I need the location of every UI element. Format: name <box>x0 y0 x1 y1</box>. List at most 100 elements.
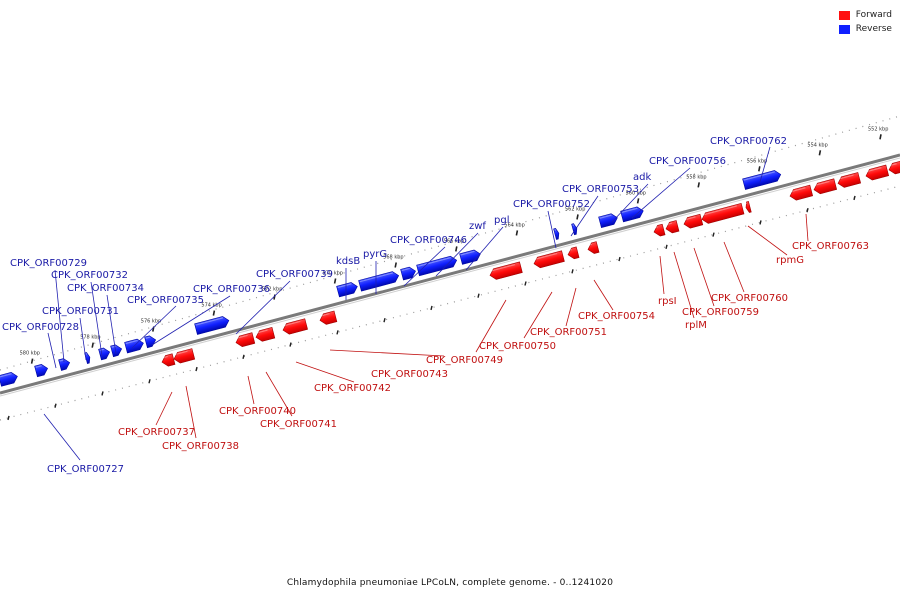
lower-tick <box>101 391 104 396</box>
forward-gene-arrow[interactable] <box>745 201 752 213</box>
gene-label[interactable]: CPK_ORF00752 <box>513 199 590 210</box>
gene-label[interactable]: pgl <box>494 215 509 226</box>
gene-label[interactable]: CPK_ORF00741 <box>260 419 337 430</box>
label-leader-line <box>465 226 504 271</box>
gene-label[interactable]: CPK_ORF00732 <box>51 270 128 281</box>
reverse-gene-arrow[interactable] <box>110 344 123 358</box>
forward-gene-arrow[interactable] <box>533 250 565 269</box>
forward-gene-arrow[interactable] <box>567 246 580 260</box>
reverse-gene-arrow[interactable] <box>84 352 92 364</box>
gene-label[interactable]: CPK_ORF00763 <box>792 241 869 252</box>
gene-label[interactable]: CPK_ORF00739 <box>256 269 333 280</box>
gene-label[interactable]: CPK_ORF00728 <box>2 322 79 333</box>
reverse-gene-arrow[interactable] <box>336 281 359 298</box>
gene-label[interactable]: CPK_ORF00753 <box>562 184 639 195</box>
label-leader-line <box>47 332 57 369</box>
gene-label[interactable]: CPK_ORF00738 <box>162 441 239 452</box>
label-leader-line <box>611 183 649 223</box>
reverse-gene-arrow[interactable] <box>34 363 49 378</box>
reverse-gene-arrow[interactable] <box>0 371 19 387</box>
label-leader-line <box>631 167 691 219</box>
forward-gene-arrow[interactable] <box>813 178 838 195</box>
gene-label[interactable]: CPK_ORF00760 <box>711 293 788 304</box>
gene-label[interactable]: CPK_ORF00734 <box>67 283 144 294</box>
gene-label[interactable]: CPK_ORF00756 <box>649 156 726 167</box>
scale-tick <box>636 198 640 204</box>
gene-label[interactable]: CPK_ORF00759 <box>682 307 759 318</box>
gene-label[interactable]: rpsI <box>658 296 677 307</box>
forward-gene-arrow[interactable] <box>665 220 680 234</box>
lower-tick <box>477 293 480 298</box>
reverse-gene-arrow[interactable] <box>98 347 111 361</box>
gene-label[interactable]: CPK_ORF00749 <box>426 355 503 366</box>
gene-label[interactable]: CPK_ORF00743 <box>371 369 448 380</box>
forward-gene-arrow[interactable] <box>319 310 338 326</box>
lower-tick <box>336 330 339 335</box>
forward-gene-arrow[interactable] <box>653 223 666 237</box>
gene-label[interactable]: CPK_ORF00735 <box>127 295 204 306</box>
reverse-gene-arrow[interactable] <box>598 212 619 229</box>
gene-label[interactable]: CPK_ORF00731 <box>42 306 119 317</box>
forward-gene-arrow[interactable] <box>489 261 523 281</box>
reverse-gene-arrow[interactable] <box>553 228 561 240</box>
label-leader-line <box>570 195 599 237</box>
scale-tick-label: 558 kbp <box>686 174 706 180</box>
forward-gene-arrow[interactable] <box>701 202 745 224</box>
reverse-gene-arrow[interactable] <box>620 206 645 223</box>
gene-label[interactable]: CPK_ORF00736 <box>193 284 270 295</box>
gene-label[interactable]: CPK_ORF00754 <box>578 311 655 322</box>
reverse-gene-arrow[interactable] <box>400 266 417 281</box>
gene-label[interactable]: CPK_ORF00746 <box>390 235 467 246</box>
forward-gene-arrow[interactable] <box>173 348 196 365</box>
reverse-gene-arrow[interactable] <box>144 335 157 349</box>
lower-tick <box>195 366 198 372</box>
gene-label[interactable]: CPK_ORF00727 <box>47 464 124 475</box>
gene-label[interactable]: CPK_ORF00762 <box>710 136 787 147</box>
gene-label[interactable]: pyrG <box>363 249 387 260</box>
reverse-gene-arrow[interactable] <box>416 255 458 277</box>
gene-label[interactable]: zwf <box>469 221 486 232</box>
reverse-gene-arrow[interactable] <box>58 357 71 371</box>
gene-label[interactable]: CPK_ORF00742 <box>314 383 391 394</box>
gene-label[interactable]: adk <box>633 172 651 183</box>
reverse-gene-arrow[interactable] <box>742 169 783 190</box>
forward-gene-arrow[interactable] <box>587 241 600 255</box>
label-leader-line <box>155 391 173 426</box>
label-leader-line <box>673 251 695 319</box>
gene-label[interactable]: rplM <box>685 320 707 331</box>
forward-gene-arrow[interactable] <box>235 332 256 348</box>
lower-tick <box>383 317 386 323</box>
scale-tick <box>212 310 216 316</box>
reverse-gene-arrow[interactable] <box>571 223 579 236</box>
forward-gene-arrow[interactable] <box>683 213 704 229</box>
forward-gene-arrow[interactable] <box>837 172 862 188</box>
reverse-gene-labels: CPK_ORF00762 CPK_ORF00756 adk CPK_ORF007… <box>2 136 787 475</box>
gene-label[interactable]: CPK_ORF00750 <box>479 341 556 352</box>
scale-tick-label: 552 kbp <box>868 126 888 132</box>
reverse-gene-arrow[interactable] <box>459 249 482 265</box>
forward-gene-arrow[interactable] <box>789 184 814 201</box>
lower-tick <box>7 415 10 421</box>
gene-label[interactable]: CPK_ORF00737 <box>118 427 195 438</box>
gene-label[interactable]: CPK_ORF00751 <box>530 327 607 338</box>
lower-tick <box>54 403 57 408</box>
forward-gene-arrow[interactable] <box>282 318 308 336</box>
gene-label[interactable]: CPK_ORF00740 <box>219 406 296 417</box>
label-leader-line <box>565 287 577 327</box>
label-leader-line <box>265 371 293 417</box>
lower-tick <box>430 305 433 311</box>
gene-label[interactable]: kdsB <box>336 256 360 267</box>
reverse-gene-arrow[interactable] <box>194 315 231 335</box>
gene-label[interactable]: CPK_ORF00729 <box>10 258 87 269</box>
scale-tick-label: 564 kbp <box>504 222 524 228</box>
forward-gene-arrow[interactable] <box>161 353 176 368</box>
gene-label[interactable]: rpmG <box>776 255 804 266</box>
label-leader-line <box>693 247 715 307</box>
forward-gene-arrow[interactable] <box>255 327 276 342</box>
forward-gene-arrow[interactable] <box>865 164 890 181</box>
label-leader-line <box>131 305 177 349</box>
scale-tick <box>576 214 579 220</box>
forward-gene-arrow[interactable] <box>888 160 900 175</box>
legend-item-reverse: Reverse <box>838 22 892 36</box>
scale-tick-label: 566 kbp <box>444 238 464 244</box>
